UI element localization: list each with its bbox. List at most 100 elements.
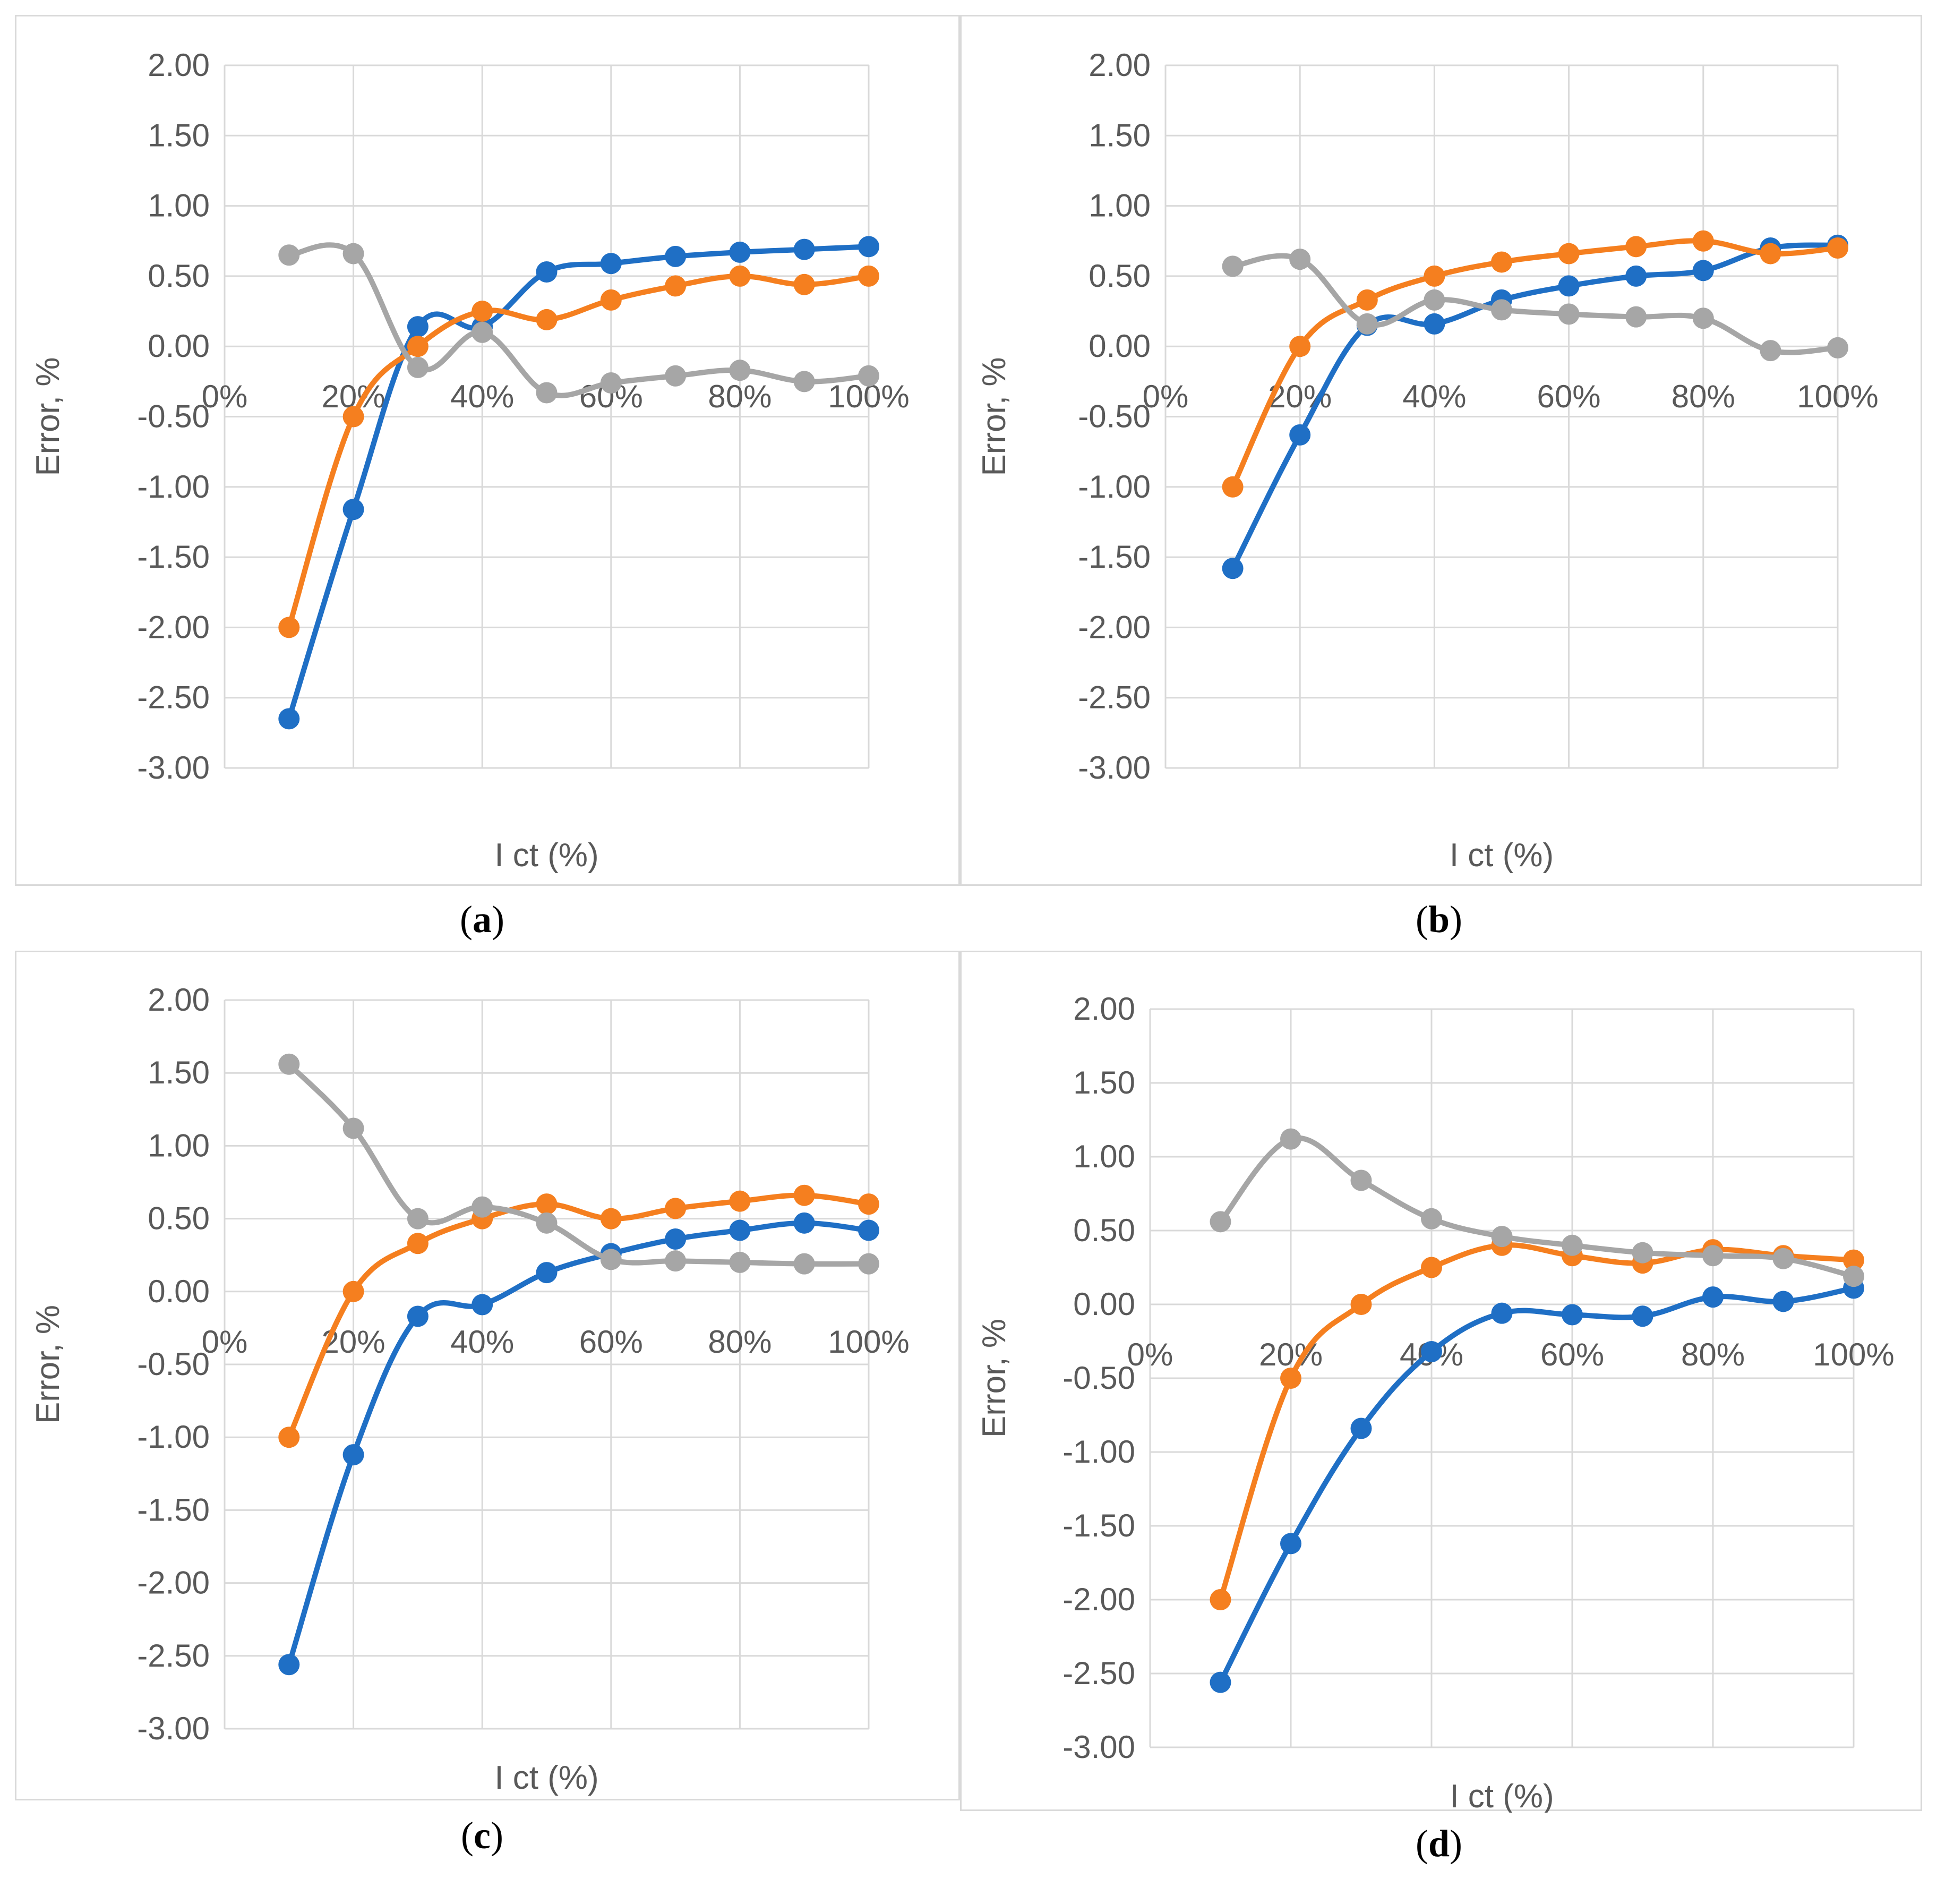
chart-panel-d: 2.00 1.50 1.00 0.50 0.00 -0.50 -1.00 -1.50 -2.00… <box>960 951 1922 1813</box>
data-point-orange <box>665 275 687 297</box>
y-tick-label: -1.00 <box>1078 469 1151 505</box>
data-point-orange <box>1280 1368 1301 1389</box>
data-point-blue <box>472 1294 493 1316</box>
data-point-orange <box>665 1198 687 1219</box>
data-point-blue <box>342 1444 364 1466</box>
y-tick-label: -2.00 <box>137 1565 210 1601</box>
y-tick-label: -1.00 <box>137 1419 210 1455</box>
y-tick-label: -2.50 <box>137 1638 210 1674</box>
y-axis-title: Error, % <box>976 357 1013 476</box>
data-point-gray <box>858 365 879 387</box>
data-point-orange <box>1210 1589 1231 1610</box>
y-tick-label: -2.00 <box>1062 1582 1135 1617</box>
y-tick-label: 0.50 <box>1073 1213 1135 1248</box>
x-tick-label: 60% <box>1540 1337 1604 1372</box>
data-point-gray <box>1692 308 1714 329</box>
x-tick-label: 60% <box>1537 379 1601 414</box>
data-point-gray <box>1491 1226 1513 1248</box>
y-tick-label: -3.00 <box>1078 750 1151 785</box>
series-line-blue <box>286 1220 871 1668</box>
y-tick-label: -0.50 <box>137 399 210 434</box>
x-tick-label: 100% <box>1797 379 1878 414</box>
data-point-orange <box>600 1208 622 1230</box>
x-tick-label: 0% <box>1143 379 1189 414</box>
caption-b: (b) <box>1415 898 1462 941</box>
data-point-orange <box>407 1233 428 1254</box>
data-point-blue <box>407 316 428 338</box>
data-point-gray <box>407 1208 428 1230</box>
data-point-blue <box>1421 1341 1442 1362</box>
y-tick-label: -2.00 <box>137 609 210 645</box>
data-point-orange <box>1692 230 1714 252</box>
data-point-blue <box>858 236 879 258</box>
y-tick-label: 0.00 <box>1073 1286 1135 1322</box>
data-point-blue <box>665 245 687 267</box>
data-point-gray <box>793 371 815 392</box>
caption-d: (d) <box>1415 1822 1462 1865</box>
y-axis-title: Error, % <box>30 1305 66 1424</box>
y-tick-label: 2.00 <box>148 47 210 83</box>
data-point-gray <box>407 356 428 378</box>
x-tick-label: 80% <box>708 1324 772 1360</box>
data-point-blue <box>600 253 622 275</box>
y-tick-label: -1.50 <box>137 539 210 575</box>
data-point-gray <box>1289 249 1311 270</box>
data-point-blue <box>1210 1671 1231 1693</box>
data-point-orange <box>278 617 300 638</box>
series-line-gray <box>286 242 871 398</box>
data-point-gray <box>278 1053 300 1075</box>
y-tick-label: -3.00 <box>137 750 210 785</box>
y-tick-label: -0.50 <box>1078 399 1151 434</box>
series-line-gray <box>1230 253 1840 355</box>
data-point-gray <box>1491 299 1512 321</box>
data-point-blue <box>793 238 815 260</box>
series-line-gray <box>1218 1135 1856 1279</box>
chart-panel-a: 2.00 1.50 1.00 0.50 0.00 -0.50 -1.00 -1.50 -2.00… <box>15 15 960 886</box>
x-tick-label: 100% <box>828 1324 909 1360</box>
x-tick-label: 100% <box>1813 1337 1894 1372</box>
data-point-gray <box>1625 306 1647 328</box>
data-point-orange <box>1625 236 1647 258</box>
data-point-orange <box>1843 1249 1864 1271</box>
x-tick-label: 40% <box>1402 379 1466 414</box>
data-point-orange <box>278 1427 300 1448</box>
data-point-gray <box>1562 1234 1583 1256</box>
data-point-orange <box>1356 289 1378 311</box>
data-point-gray <box>1843 1266 1864 1287</box>
x-tick-label: 40% <box>450 379 514 414</box>
plot-area: 2.00 1.50 1.00 0.50 0.00 -0.50 -1.00 -1.50 -2.00… <box>1062 991 1895 1765</box>
data-point-gray <box>1421 1208 1442 1230</box>
chart-panel-b: 2.00 1.50 1.00 0.50 0.00 -0.50 -1.00 -1.50 -2.00… <box>960 15 1922 886</box>
data-point-orange <box>342 1280 364 1302</box>
y-tick-label: 0.50 <box>148 1201 210 1236</box>
data-point-blue <box>729 1219 751 1241</box>
data-point-blue <box>407 1305 428 1327</box>
y-tick-label: -0.50 <box>137 1346 210 1382</box>
caption-c: (c) <box>461 1814 503 1857</box>
x-axis-title: I ct (%) <box>494 1760 598 1796</box>
data-point-orange <box>1350 1294 1372 1315</box>
y-tick-label: -0.50 <box>1062 1360 1135 1396</box>
data-point-orange <box>600 289 622 311</box>
y-tick-label: 2.00 <box>148 982 210 1018</box>
data-point-gray <box>536 1212 558 1234</box>
x-tick-label: 80% <box>708 379 772 414</box>
series-line-orange <box>286 273 871 630</box>
data-point-blue <box>536 261 558 283</box>
data-point-gray <box>600 372 622 394</box>
data-point-blue <box>858 1219 879 1241</box>
data-point-blue <box>1558 275 1580 297</box>
y-axis-title: Error, % <box>30 357 66 476</box>
y-tick-label: 0.00 <box>148 328 210 364</box>
y-tick-label: 0.00 <box>1089 328 1151 364</box>
y-tick-label: -1.00 <box>1062 1434 1135 1470</box>
y-tick-label: -2.50 <box>1062 1655 1135 1691</box>
plot-area: 2.00 1.50 1.00 0.50 0.00 -0.50 -1.00 -1.50 -2.00… <box>1078 47 1879 785</box>
y-tick-label: -1.50 <box>1062 1508 1135 1543</box>
y-tick-label: -1.50 <box>137 1492 210 1527</box>
data-point-gray <box>665 365 687 387</box>
data-point-gray <box>278 244 300 266</box>
x-tick-label: 60% <box>579 1324 643 1360</box>
data-point-gray <box>472 321 493 343</box>
data-point-orange <box>536 1193 558 1215</box>
